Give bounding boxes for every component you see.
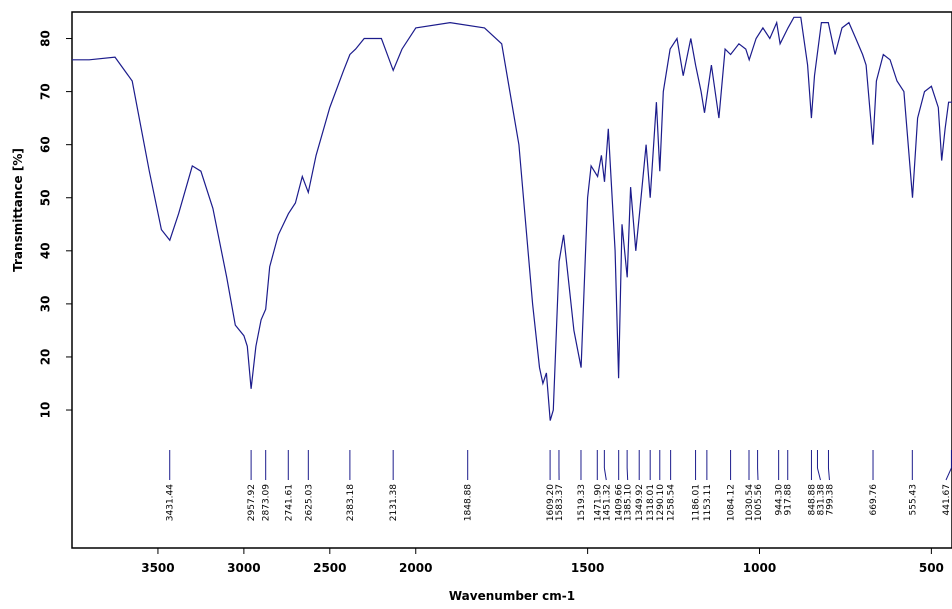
peak-label: 917.88 — [784, 484, 794, 516]
y-tick-label: 70 — [39, 83, 53, 100]
peak-label: 2383.18 — [346, 484, 356, 521]
peak-label: 831.38 — [816, 484, 826, 516]
peak-label: 2957.92 — [247, 484, 257, 521]
peak-label: 2131.38 — [389, 484, 399, 521]
peak-label: 1409.66 — [615, 484, 625, 521]
peak-label: 1385.10 — [624, 484, 634, 521]
x-axis-label: Wavenumber cm-1 — [449, 589, 575, 603]
peak-connector — [945, 467, 952, 481]
x-tick-label: 3000 — [227, 561, 260, 575]
peak-label: 555.43 — [908, 484, 918, 516]
y-tick-label: 60 — [39, 136, 53, 153]
peak-label: 3431.44 — [166, 484, 176, 521]
peak-label: 1258.54 — [667, 484, 677, 521]
peak-connector — [816, 467, 821, 481]
peak-label: 1519.33 — [577, 484, 587, 521]
peak-label: 1290.10 — [656, 484, 666, 521]
y-tick-label: 10 — [39, 402, 53, 419]
peak-label: 944.30 — [775, 484, 785, 516]
peak-connector — [603, 467, 607, 481]
peak-label: 441.67 — [942, 484, 952, 516]
y-tick-label: 50 — [39, 189, 53, 206]
y-tick-label: 80 — [39, 30, 53, 47]
spectrum-line — [72, 16, 952, 421]
peak-label: 2873.09 — [262, 484, 272, 521]
peak-label: 1848.88 — [464, 484, 474, 521]
peak-label: 1451.32 — [602, 484, 612, 521]
peak-label: 1583.37 — [555, 484, 565, 521]
peak-label: 1349.92 — [635, 484, 645, 521]
peak-label: 2741.61 — [284, 484, 294, 521]
peak-connector — [827, 467, 830, 481]
peak-label: 1030.54 — [745, 484, 755, 521]
x-tick-label: 3500 — [141, 561, 174, 575]
peak-label: 2625.03 — [304, 484, 314, 521]
peak-label: 1084.12 — [727, 484, 737, 521]
x-tick-label: 1000 — [743, 561, 776, 575]
x-tick-label: 2000 — [399, 561, 432, 575]
x-tick-label: 500 — [919, 561, 944, 575]
y-tick-label: 40 — [39, 242, 53, 259]
peak-connector — [626, 467, 629, 481]
plot-frame — [71, 11, 952, 549]
peak-label: 1318.01 — [646, 484, 656, 521]
y-tick-label: 30 — [39, 296, 53, 313]
peak-label: 1471.90 — [593, 484, 603, 521]
x-tick-label: 2500 — [313, 561, 346, 575]
peak-label: 1609.20 — [546, 484, 556, 521]
y-tick-label: 20 — [39, 349, 53, 366]
x-tick-label: 1500 — [571, 561, 604, 575]
peak-label: 1186.01 — [692, 484, 702, 521]
peak-label: 1005.56 — [754, 484, 764, 521]
peak-label: 1153.11 — [703, 484, 713, 521]
peak-label: 799.38 — [825, 484, 835, 516]
peak-label: 848.88 — [807, 484, 817, 516]
peak-label: 669.76 — [869, 484, 879, 516]
y-axis-label: Transmittance [%] — [11, 148, 25, 272]
